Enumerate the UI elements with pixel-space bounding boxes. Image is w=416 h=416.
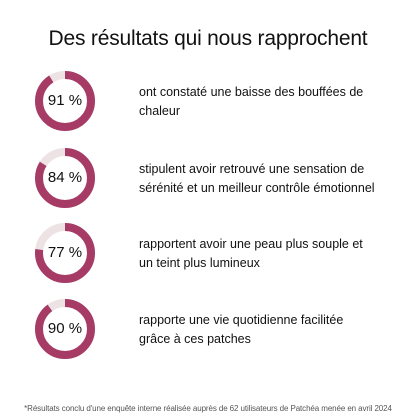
stat-row: 90 % rapporte une vie quotidienne facili… [0, 297, 416, 363]
donut-svg [35, 148, 95, 208]
donut-svg [35, 299, 95, 359]
donut-svg [35, 223, 95, 283]
footnote: *Résultats conclu d'une enquête interne … [24, 404, 392, 413]
donut-ring: 91 % [33, 69, 97, 133]
percentage-label: 77 % [47, 244, 83, 261]
donut-ring: 90 % [33, 297, 97, 361]
donut-svg [35, 71, 95, 131]
donut-arc [35, 299, 95, 359]
stat-description: stipulent avoir retrouvé une sensation d… [139, 162, 375, 195]
percentage-label: 84 % [47, 169, 83, 186]
donut-ring: 77 % [33, 221, 97, 285]
stat-description: rapporte une vie quotidienne facilitée g… [139, 313, 344, 346]
stat-row: 77 % rapportent avoir une peau plus soup… [0, 221, 416, 287]
donut-arc [35, 71, 95, 131]
donut-arc [35, 223, 95, 283]
donut-ring: 84 % [33, 146, 97, 210]
stat-row: 91 % ont constaté une baisse des bouffée… [0, 69, 416, 135]
stat-description: ont constaté une baisse des bouffées de … [139, 85, 364, 118]
page-title: Des résultats qui nous rapprochent [48, 27, 368, 50]
stat-row: 84 % stipulent avoir retrouvé une sensat… [0, 146, 416, 212]
percentage-label: 90 % [47, 320, 83, 337]
stat-description: rapportent avoir une peau plus souple et… [139, 237, 363, 270]
donut-arc [35, 148, 95, 208]
percentage-label: 91 % [47, 92, 83, 109]
